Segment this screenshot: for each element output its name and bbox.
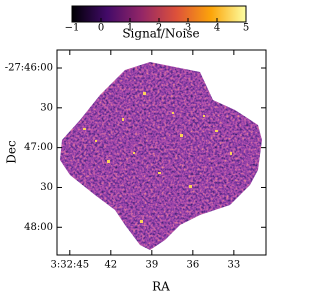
colorbar-tick-label: 1: [127, 23, 133, 34]
colorbar-tick-label: −1: [65, 23, 80, 34]
image-map: [60, 62, 262, 250]
y-tick-label: 47:00: [24, 142, 53, 153]
colorbar-tick-label: 3: [185, 23, 191, 34]
y-axis-label: Dec: [5, 140, 19, 164]
x-tick-label: 39: [145, 260, 158, 271]
colorbar-tick-label: 2: [156, 23, 162, 34]
colorbar-label: Signal/Noise: [122, 27, 199, 41]
colorbar-tick-label: 0: [98, 23, 104, 34]
y-tick-label: -27:46:00: [5, 63, 53, 74]
colorbar-tick-label: 4: [214, 23, 220, 34]
x-tick-label: 36: [186, 260, 199, 271]
bright-sources: [83, 92, 232, 223]
colorbar-tick-label: 5: [243, 23, 249, 34]
y-tick-label: 30: [40, 102, 53, 113]
x-tick-label: 3:32:45: [51, 260, 90, 271]
plot-frame: [56, 49, 267, 256]
x-tick-label: 42: [104, 260, 117, 271]
chart: Signal/Noise RA Dec 3:32:45 42 39 36 33-27:4…: [5, 5, 267, 294]
x-tick-label: 33: [227, 260, 240, 271]
signal-noise-image: [60, 62, 262, 250]
y-tick-label: 48:00: [24, 222, 53, 233]
y-tick-label: 30: [40, 182, 53, 193]
x-axis-label: RA: [152, 280, 170, 294]
